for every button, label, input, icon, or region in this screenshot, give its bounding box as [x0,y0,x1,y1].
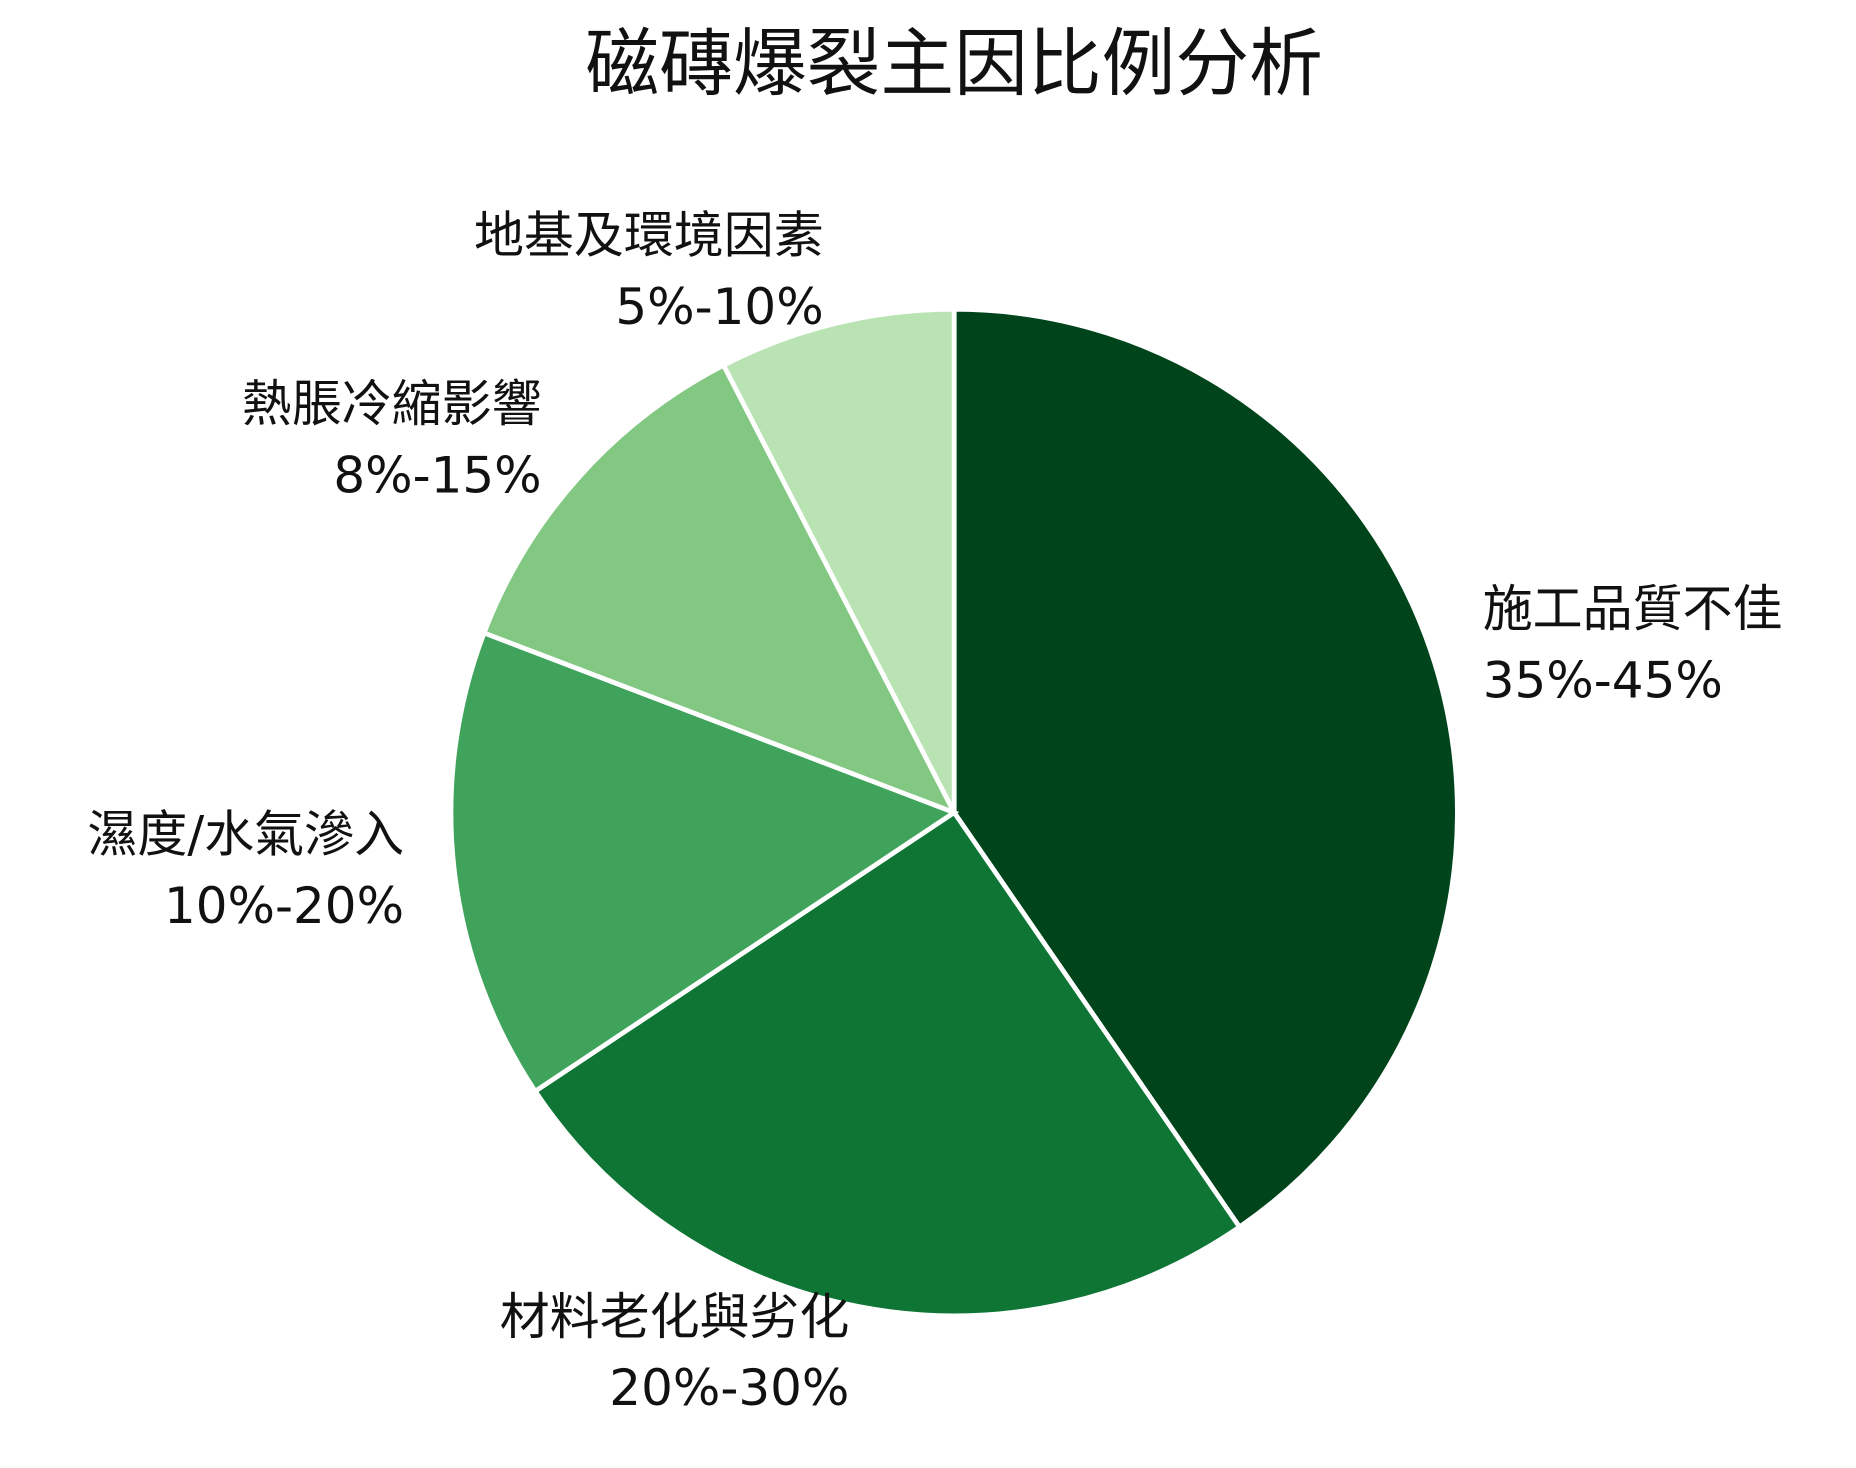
chart-title: 磁磚爆裂主因比例分析 [585,22,1323,107]
pie-slice [481,362,960,817]
slice-label: 地基及環境因素 [474,206,824,264]
pie-slice [531,809,1243,1319]
slice-label: 施工品質不佳 [1483,580,1783,638]
pie-slice [720,306,957,814]
slice-label: 材料老化與劣化 [500,1288,850,1346]
pie-slice [448,629,960,1095]
slice-label: 濕度/水氣滲入 [87,806,404,864]
value-label: 10%-20% [164,877,404,935]
slice-label: 熱脹冷縮影響 [242,375,542,433]
value-label: 20%-30% [609,1359,849,1417]
value-label: 5%-10% [615,278,823,336]
value-label: 8%-15% [333,447,541,505]
pie-slice [951,306,1460,1231]
value-label: 35%-45% [1483,651,1723,709]
